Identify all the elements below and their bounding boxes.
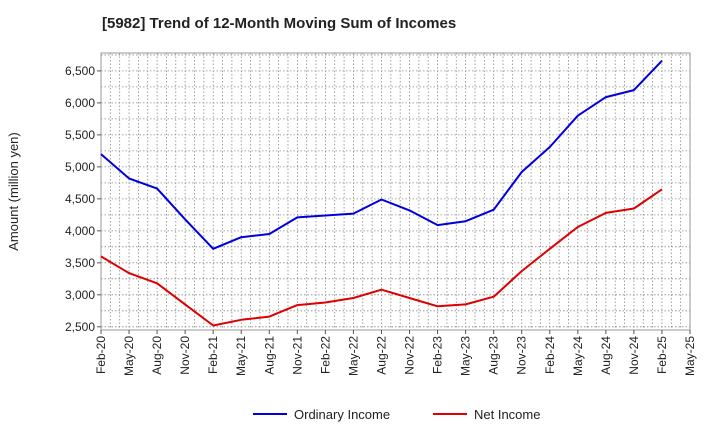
chart-title: [5982] Trend of 12-Month Moving Sum of I… xyxy=(102,15,457,32)
y-tick-label: 2,500 xyxy=(65,320,95,334)
x-tick-label: May-20 xyxy=(122,336,136,376)
x-tick-label: Aug-20 xyxy=(150,336,164,375)
y-axis-title: Amount (million yen) xyxy=(6,132,21,251)
x-tick-label: Aug-24 xyxy=(599,336,613,375)
x-tick-label: Aug-23 xyxy=(487,336,501,375)
x-axis-ticks: Feb-20 May-20 Aug-20 Nov-20 Feb-21 May-21 Aug-… xyxy=(94,330,697,376)
y-tick-label: 6,000 xyxy=(65,96,95,110)
x-tick-label: May-21 xyxy=(234,336,248,376)
legend-label-ordinary-income: Ordinary Income xyxy=(294,407,390,422)
legend: Ordinary Income Net Income xyxy=(253,407,540,422)
x-tick-label: Aug-21 xyxy=(262,336,276,375)
y-tick-label: 3,500 xyxy=(65,256,95,270)
y-tick-label: 5,000 xyxy=(65,160,95,174)
y-tick-label: 5,500 xyxy=(65,128,95,142)
series-line-ordinary-income xyxy=(100,60,663,250)
x-tick-label: Aug-22 xyxy=(374,336,388,375)
y-tick-label: 3,000 xyxy=(65,288,95,302)
y-tick-label: 4,000 xyxy=(65,224,95,238)
plot-area-frame xyxy=(100,52,691,331)
grid-lines xyxy=(100,53,691,330)
series-line-net-income xyxy=(100,188,663,327)
x-tick-label: Nov-22 xyxy=(403,336,417,375)
x-tick-label: Feb-25 xyxy=(655,336,669,374)
y-axis-ticks: 2,500 3,000 3,500 4,000 4,500 5,000 5,500 6,000… xyxy=(65,64,101,334)
x-tick-label: May-22 xyxy=(346,336,360,376)
x-tick-label: Feb-22 xyxy=(318,336,332,374)
y-tick-label: 6,500 xyxy=(65,64,95,78)
x-tick-label: Nov-24 xyxy=(627,336,641,375)
x-tick-label: Nov-21 xyxy=(290,336,304,375)
x-tick-label: Feb-24 xyxy=(543,336,557,374)
x-tick-label: May-25 xyxy=(683,336,697,376)
legend-label-net-income: Net Income xyxy=(474,407,540,422)
x-tick-label: Feb-23 xyxy=(431,336,445,374)
x-tick-label: Feb-21 xyxy=(206,336,220,374)
y-tick-label: 4,500 xyxy=(65,192,95,206)
x-tick-label: Nov-23 xyxy=(515,336,529,375)
x-tick-label: Nov-20 xyxy=(178,336,192,375)
x-tick-label: May-24 xyxy=(571,336,585,376)
series-lines xyxy=(100,60,663,327)
x-tick-label: May-23 xyxy=(459,336,473,376)
x-tick-label: Feb-20 xyxy=(94,336,108,374)
